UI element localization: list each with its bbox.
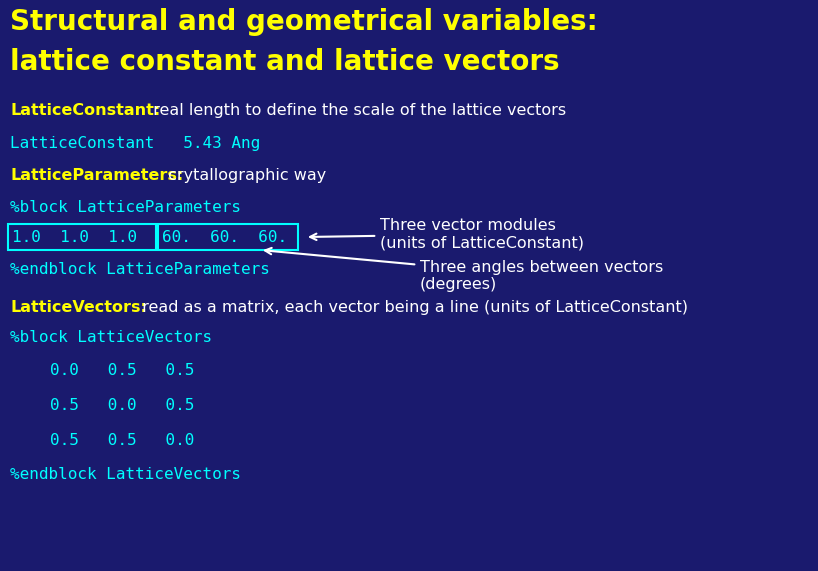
Text: Structural and geometrical variables:: Structural and geometrical variables: [10, 8, 598, 36]
Text: Three vector modules
(units of LatticeConstant): Three vector modules (units of LatticeCo… [310, 218, 584, 251]
Text: %endblock LatticeVectors: %endblock LatticeVectors [10, 467, 241, 482]
Text: 60.  60.  60.: 60. 60. 60. [162, 230, 287, 244]
Text: lattice constant and lattice vectors: lattice constant and lattice vectors [10, 48, 560, 76]
Text: LatticeParameters:: LatticeParameters: [10, 168, 183, 183]
Text: real length to define the scale of the lattice vectors: real length to define the scale of the l… [148, 103, 566, 118]
Text: 0.5   0.0   0.5: 0.5 0.0 0.5 [50, 398, 195, 413]
Bar [158, 224, 298, 250]
Text: LatticeVectors:: LatticeVectors: [10, 300, 147, 315]
Text: LatticeConstant:: LatticeConstant: [10, 103, 160, 118]
Bar [8, 224, 156, 250]
Text: %endblock LatticeParameters: %endblock LatticeParameters [10, 262, 270, 277]
Text: LatticeConstant   5.43 Ang: LatticeConstant 5.43 Ang [10, 136, 260, 151]
Text: Three angles between vectors
(degrees): Three angles between vectors (degrees) [265, 248, 663, 292]
Text: read as a matrix, each vector being a line (units of LatticeConstant): read as a matrix, each vector being a li… [137, 300, 688, 315]
Text: 0.0   0.5   0.5: 0.0 0.5 0.5 [50, 363, 195, 378]
Text: 0.5   0.5   0.0: 0.5 0.5 0.0 [50, 433, 195, 448]
Text: %block LatticeParameters: %block LatticeParameters [10, 200, 241, 215]
Text: %block LatticeVectors: %block LatticeVectors [10, 330, 212, 345]
Text: crytallographic way: crytallographic way [163, 168, 326, 183]
Text: 1.0  1.0  1.0: 1.0 1.0 1.0 [12, 230, 137, 244]
